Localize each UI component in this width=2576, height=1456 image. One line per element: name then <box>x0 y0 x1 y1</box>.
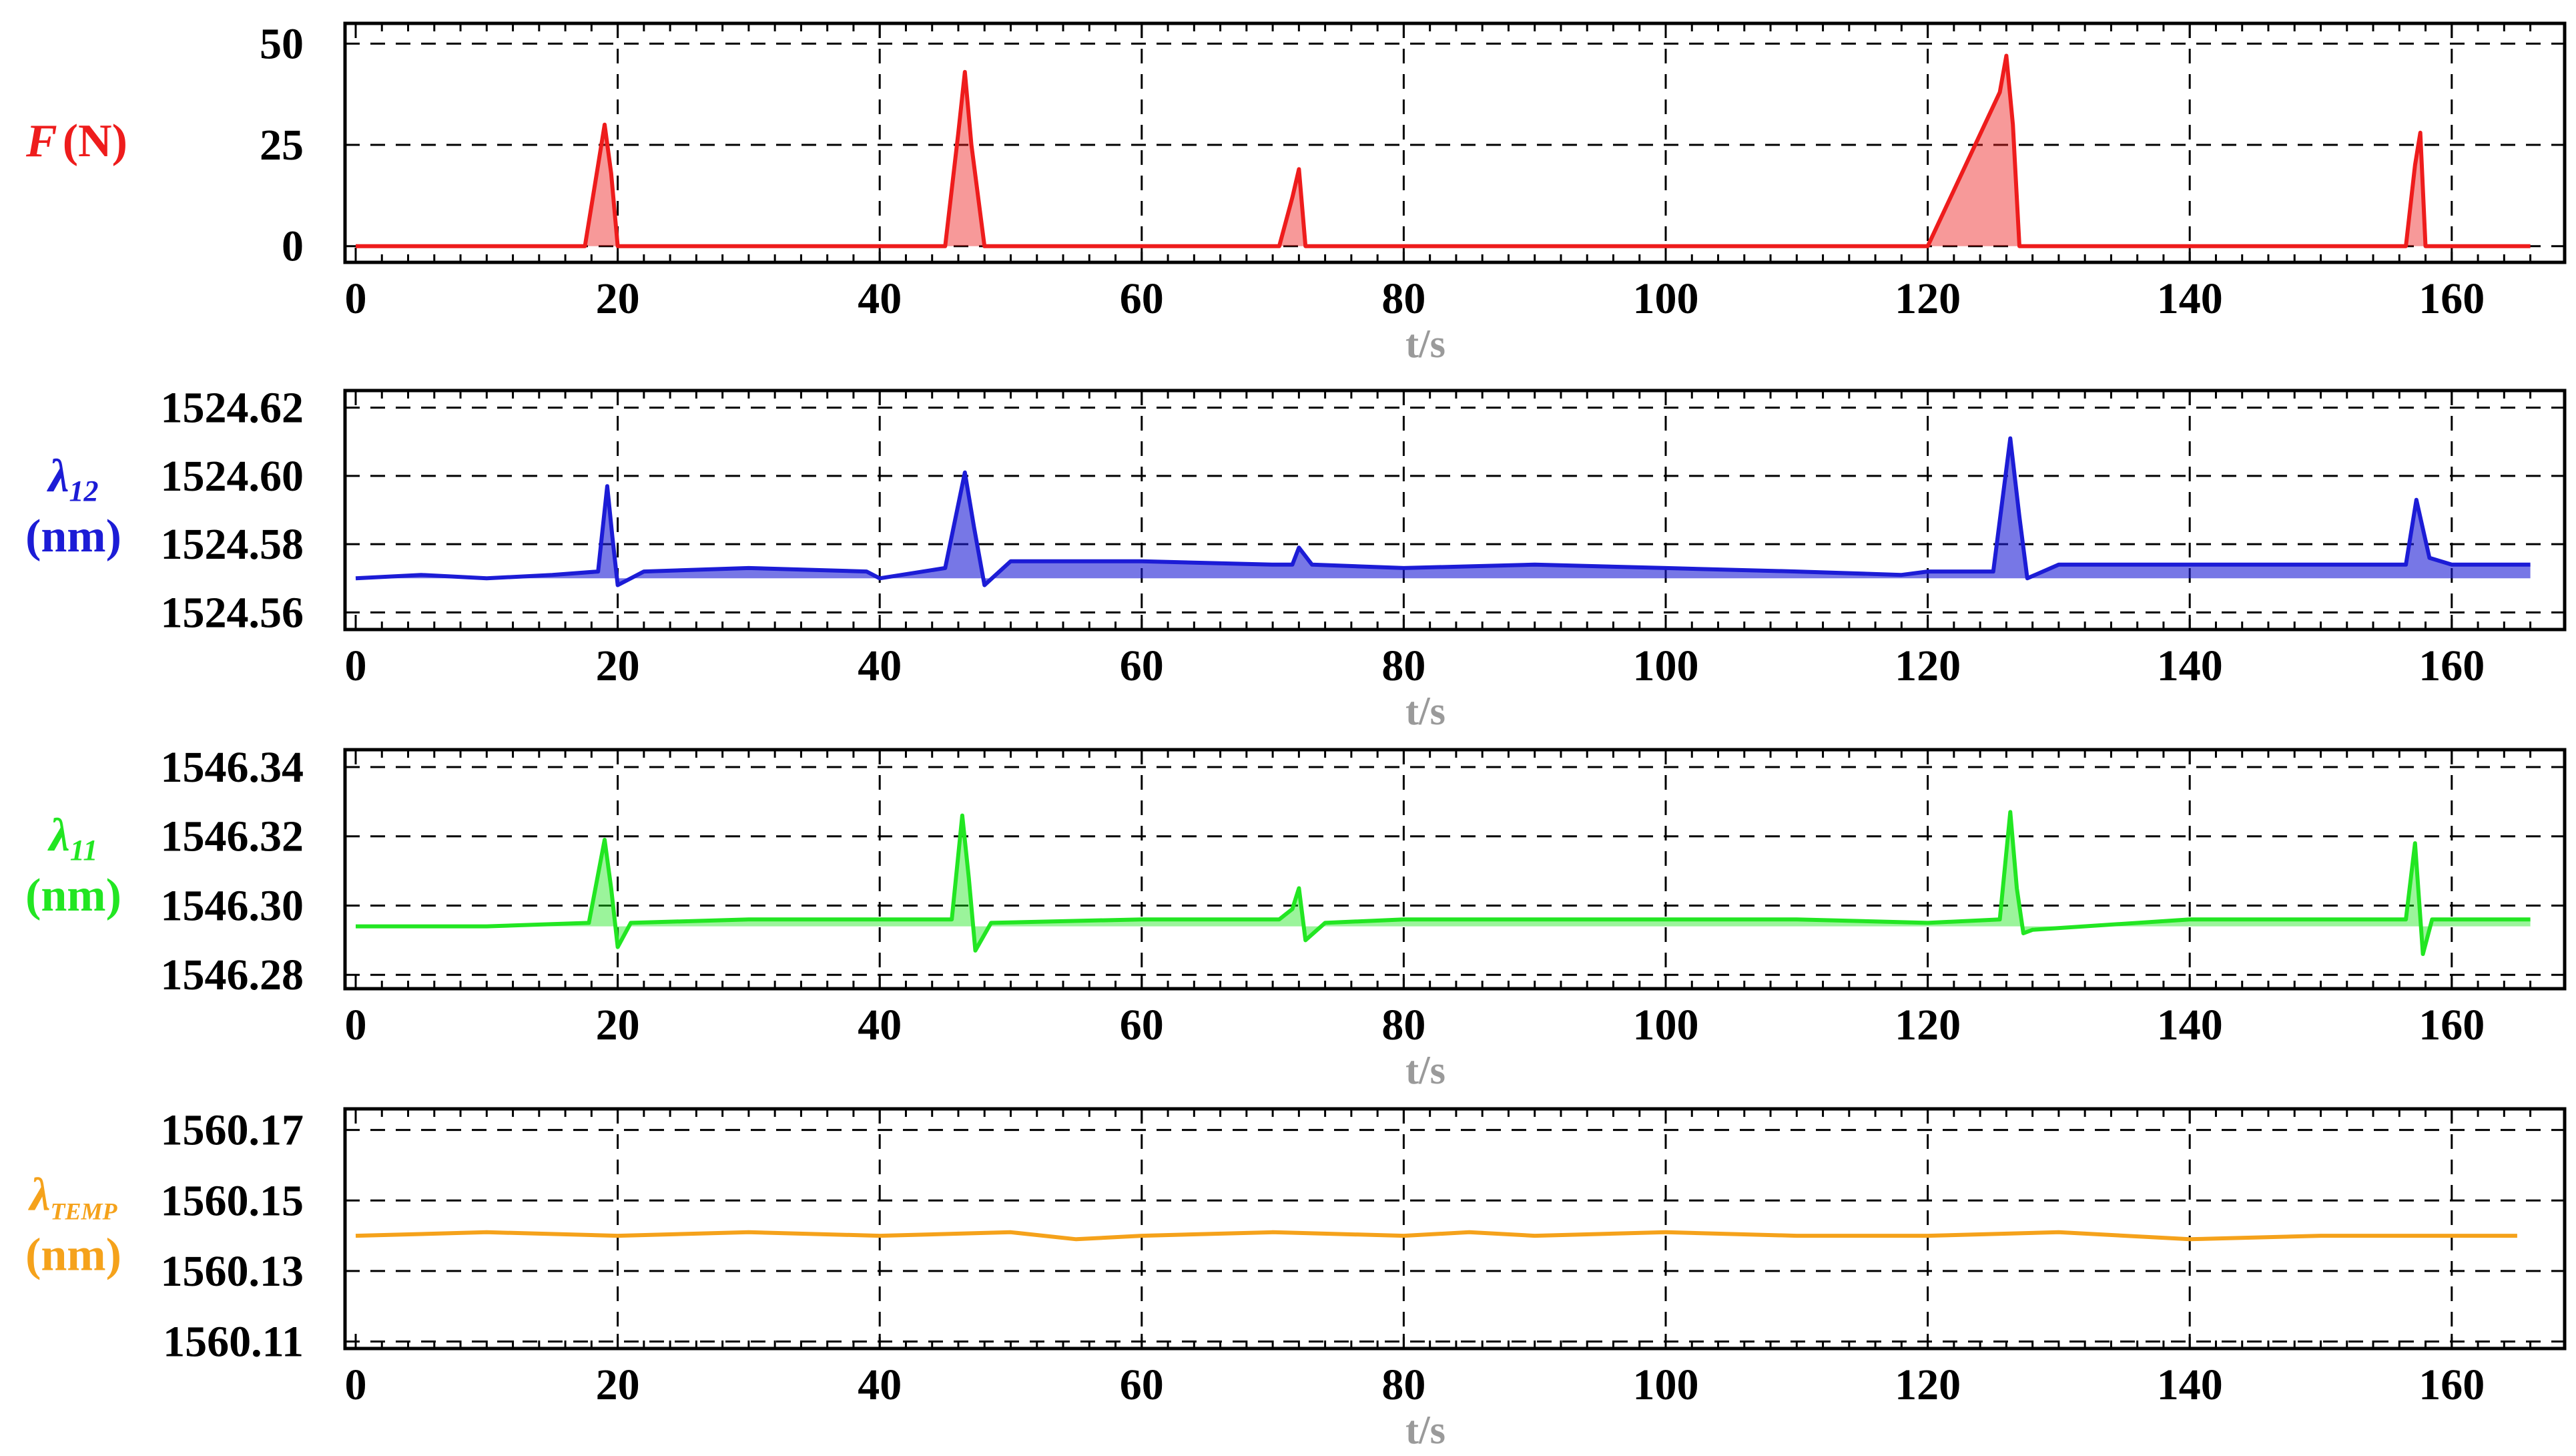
x-axis-label: t/s <box>1405 1408 1445 1452</box>
x-tick-label: 100 <box>1633 1001 1699 1049</box>
x-tick-label: 120 <box>1895 1361 1961 1409</box>
y-tick-label: 1524.58 <box>161 520 304 569</box>
x-tick-label: 20 <box>596 1001 640 1049</box>
lambda11-panel: 0 20 40 60 80 100 120 140 160 t/s 1546.28 1546.30 15… <box>25 743 2567 1092</box>
y-axis-unit: (nm) <box>25 1230 121 1281</box>
y-axis-label: λTEMP <box>27 1170 117 1225</box>
y-axis-subscript: 11 <box>70 834 98 867</box>
x-tick-label: 140 <box>2157 274 2223 323</box>
x-tick-label: 80 <box>1381 1361 1425 1409</box>
y-axis-unit: (nm) <box>25 870 121 921</box>
series-area <box>356 438 2531 585</box>
x-tick-label: 40 <box>858 274 902 323</box>
y-axis-symbol: F <box>25 115 57 167</box>
x-tick-label: 20 <box>596 274 640 323</box>
y-axis-unit: (nm) <box>25 511 121 562</box>
lambda-temp-panel: 0 20 40 60 80 100 120 140 160 t/s 1560.11 1560.13 15… <box>25 1106 2567 1452</box>
x-tick-label: 160 <box>2419 642 2485 690</box>
y-axis-subscript: 12 <box>69 475 99 507</box>
series-line <box>356 810 2531 957</box>
y-tick-label: 1560.11 <box>163 1317 304 1366</box>
y-tick-label: 1524.56 <box>161 588 304 637</box>
x-tick-label: 80 <box>1381 642 1425 690</box>
y-tick-label: 1546.34 <box>161 743 304 792</box>
x-tick-label: 100 <box>1633 1361 1699 1409</box>
y-axis-unit: (N) <box>63 115 127 167</box>
x-tick-label: 40 <box>858 1001 902 1049</box>
lambda12-panel: 0 20 40 60 80 100 120 140 160 t/s 1524.56 1524.58 15… <box>25 384 2567 733</box>
y-axis-symbol: λ <box>47 810 70 861</box>
force-panel: 0 20 40 60 80 100 120 140 160 t/s 0 25 50 F (N) <box>25 19 2567 366</box>
series-line <box>355 1230 2517 1242</box>
x-tick-label: 20 <box>596 1361 640 1409</box>
x-tick-label: 160 <box>2419 274 2485 323</box>
x-tick-label: 60 <box>1120 274 1164 323</box>
x-axis-label: t/s <box>1405 689 1445 733</box>
x-tick-label: 0 <box>345 1001 367 1049</box>
y-tick-label: 1524.62 <box>161 384 304 433</box>
y-tick-label: 25 <box>260 121 304 170</box>
plot-frame <box>343 389 2567 632</box>
y-axis-symbol: λ <box>27 1170 50 1221</box>
x-tick-label: 0 <box>345 642 367 690</box>
y-axis-label: λ11 <box>47 810 98 867</box>
x-tick-label: 140 <box>2157 1361 2223 1409</box>
x-tick-label: 100 <box>1633 274 1699 323</box>
y-tick-label: 1546.32 <box>161 812 304 861</box>
plot-frame <box>343 748 2567 991</box>
y-tick-label: 50 <box>260 19 304 68</box>
y-tick-label: 1560.15 <box>161 1176 304 1225</box>
y-axis-label: F (N) <box>25 115 127 167</box>
x-tick-label: 60 <box>1120 1361 1164 1409</box>
x-tick-label: 120 <box>1895 274 1961 323</box>
x-tick-label: 80 <box>1381 1001 1425 1049</box>
series-line <box>355 436 2531 587</box>
y-tick-label: 1546.28 <box>161 951 304 999</box>
x-tick-label: 0 <box>345 274 367 323</box>
x-tick-label: 160 <box>2419 1001 2485 1049</box>
x-tick-label: 120 <box>1895 642 1961 690</box>
plot-frame <box>343 1107 2567 1351</box>
y-tick-label: 1560.13 <box>161 1247 304 1296</box>
y-axis-label: λ12 <box>46 451 98 507</box>
series-line <box>356 53 2531 248</box>
x-tick-label: 60 <box>1120 1001 1164 1049</box>
x-tick-label: 80 <box>1381 274 1425 323</box>
series-area <box>356 55 2531 246</box>
x-tick-label: 120 <box>1895 1001 1961 1049</box>
x-tick-label: 140 <box>2157 642 2223 690</box>
x-tick-label: 40 <box>858 1361 902 1409</box>
x-tick-label: 0 <box>345 1361 367 1409</box>
y-tick-label: 1524.60 <box>161 452 304 501</box>
x-tick-label: 160 <box>2419 1361 2485 1409</box>
x-axis-label: t/s <box>1405 1048 1445 1092</box>
x-axis-label: t/s <box>1405 322 1445 366</box>
x-tick-label: 100 <box>1633 642 1699 690</box>
y-axis-symbol: λ <box>46 451 69 502</box>
x-tick-label: 40 <box>858 642 902 690</box>
series-area <box>356 812 2531 955</box>
y-tick-label: 0 <box>282 222 304 271</box>
plot-frame <box>343 21 2567 264</box>
x-tick-label: 140 <box>2157 1001 2223 1049</box>
y-axis-subscript: TEMP <box>51 1198 118 1225</box>
y-tick-label: 1560.17 <box>161 1106 304 1155</box>
x-tick-label: 60 <box>1120 642 1164 690</box>
x-tick-label: 20 <box>596 642 640 690</box>
y-tick-label: 1546.30 <box>161 881 304 930</box>
